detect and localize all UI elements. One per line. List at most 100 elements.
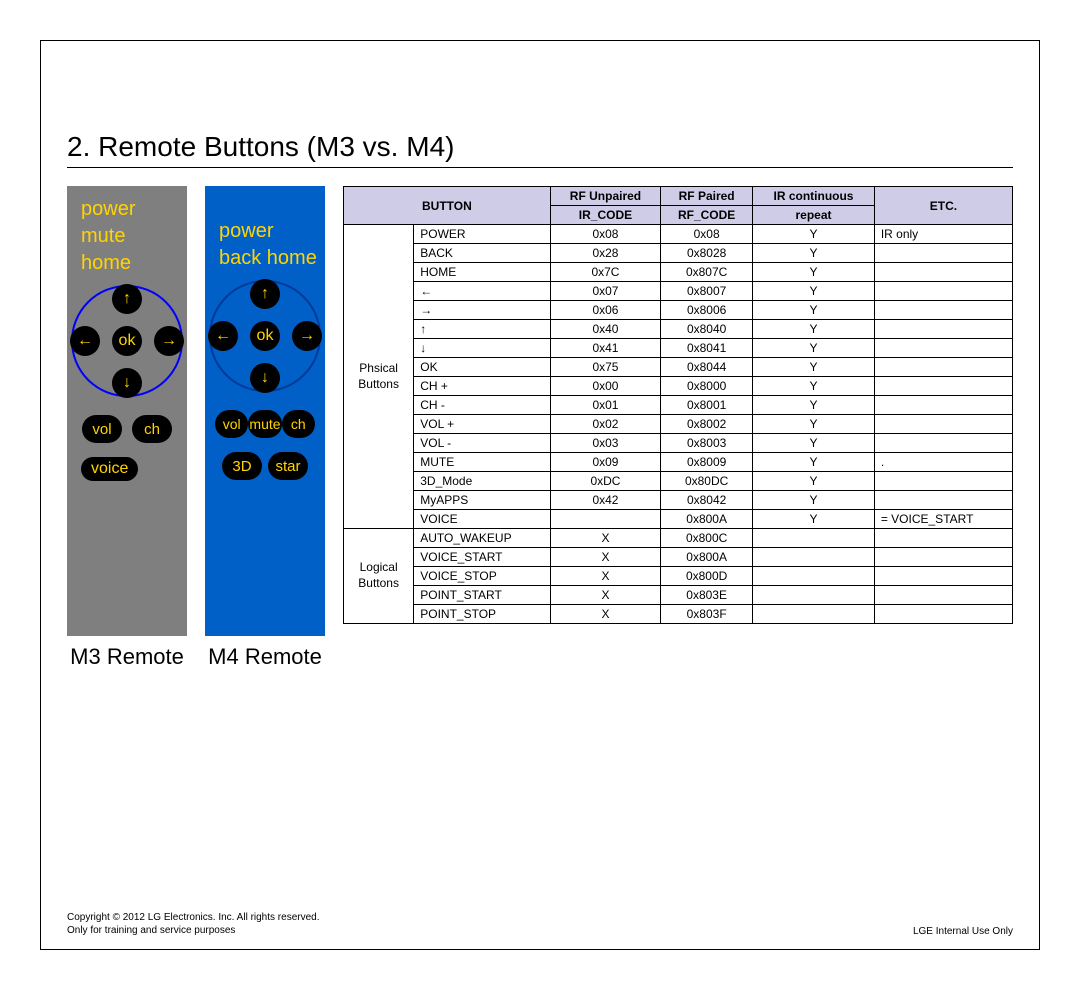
th-repeat-sub: repeat [753,206,875,225]
cell: 0x8007 [661,282,753,301]
cell: Y [753,491,875,510]
table-row: HOME0x7C0x807CY [344,263,1013,282]
table-row: VOICE0x800AY= VOICE_START [344,510,1013,529]
m3-dpad: ↑ ↓ ← → ok [73,281,181,401]
cell: Y [753,339,875,358]
cell: 0x7C [550,263,660,282]
m3-right-button[interactable]: → [154,326,184,356]
cell: ↓ [414,339,551,358]
cell: 0x8028 [661,244,753,263]
m3-remote-body: power mute home ↑ ↓ ← → ok vol ch [67,186,187,636]
m4-star-button[interactable]: star [268,452,308,480]
cell: Y [753,301,875,320]
m4-ch-button[interactable]: ch [282,410,315,438]
table-row: MUTE0x090x8009Y. [344,453,1013,472]
cell: MyAPPS [414,491,551,510]
cell: 0x800C [661,529,753,548]
m3-label-mute: mute [73,223,181,250]
m4-ok-button[interactable]: ok [250,321,280,351]
cell: 0x8002 [661,415,753,434]
cell: CH + [414,377,551,396]
m3-voice-row: voice [73,457,181,481]
m4-mute-button[interactable]: mute [248,410,281,438]
table-row: →0x060x8006Y [344,301,1013,320]
cell: 0x807C [661,263,753,282]
cell: Y [753,434,875,453]
m3-caption: M3 Remote [70,644,184,670]
cell [753,605,875,624]
cell: 0x8006 [661,301,753,320]
cell: 0x80DC [661,472,753,491]
cell [753,548,875,567]
cell: . [874,453,1012,472]
m4-up-button[interactable]: ↑ [250,279,280,309]
m4-remote-body: power back home ↑ ↓ ← → ok vol mute [205,186,325,636]
table-row: MyAPPS0x420x8042Y [344,491,1013,510]
table-row: VOL +0x020x8002Y [344,415,1013,434]
table-row: VOICE_STARTX0x800A [344,548,1013,567]
cell: 0x41 [550,339,660,358]
m4-vol-button[interactable]: vol [215,410,248,438]
cell: 0x800A [661,510,753,529]
cell: VOICE [414,510,551,529]
table-row: ↑0x400x8040Y [344,320,1013,339]
cell: 0x06 [550,301,660,320]
cell: 0x803E [661,586,753,605]
cell [874,567,1012,586]
th-button: BUTTON [344,187,551,225]
cell: POWER [414,225,551,244]
cell: HOME [414,263,551,282]
cell [874,244,1012,263]
m4-top-labels: power back home [211,218,319,272]
heading-wrap: 2. Remote Buttons (M3 vs. M4) [67,131,1013,168]
cell [874,415,1012,434]
cell: 0x8003 [661,434,753,453]
cell: 0x28 [550,244,660,263]
cell [874,434,1012,453]
cell: OK [414,358,551,377]
th-repeat: IR continuous [753,187,875,206]
cell: MUTE [414,453,551,472]
codes-tbody: PhsicalButtonsPOWER0x080x08YIR onlyBACK0… [344,225,1013,624]
footer-note: Only for training and service purposes [67,924,319,937]
cell: 0x07 [550,282,660,301]
cell: 0x75 [550,358,660,377]
cell: 0x02 [550,415,660,434]
footer-left: Copyright © 2012 LG Electronics. Inc. Al… [67,911,319,937]
remotes-group: power mute home ↑ ↓ ← → ok vol ch [67,186,325,670]
group-cell: LogicalButtons [344,529,414,624]
table-row: CH -0x010x8001Y [344,396,1013,415]
cell: X [550,567,660,586]
cell: Y [753,415,875,434]
m3-ok-button[interactable]: ok [112,326,142,356]
m4-right-button[interactable]: → [292,321,322,351]
m3-up-button[interactable]: ↑ [112,284,142,314]
m4-caption: M4 Remote [208,644,322,670]
m4-label-backhome: back home [211,245,319,272]
cell: Y [753,225,875,244]
m3-vol-button[interactable]: vol [82,415,122,443]
cell: 3D_Mode [414,472,551,491]
m4-3d-button[interactable]: 3D [222,452,262,480]
m4-down-button[interactable]: ↓ [250,363,280,393]
cell: Y [753,320,875,339]
cell: Y [753,358,875,377]
footer: Copyright © 2012 LG Electronics. Inc. Al… [67,911,1013,937]
m4-left-button[interactable]: ← [208,321,238,351]
table-row: BACK0x280x8028Y [344,244,1013,263]
m3-ch-button[interactable]: ch [132,415,172,443]
m3-label-power: power [73,196,181,223]
cell: 0x8009 [661,453,753,472]
cell [874,396,1012,415]
cell [874,529,1012,548]
table-row: PhsicalButtonsPOWER0x080x08YIR only [344,225,1013,244]
m3-left-button[interactable]: ← [70,326,100,356]
m3-down-button[interactable]: ↓ [112,368,142,398]
table-row: CH +0x000x8000Y [344,377,1013,396]
cell: Y [753,263,875,282]
m3-voice-button[interactable]: voice [81,457,138,481]
cell: X [550,605,660,624]
m4-label-power: power [211,218,319,245]
cell: 0x01 [550,396,660,415]
cell: POINT_START [414,586,551,605]
